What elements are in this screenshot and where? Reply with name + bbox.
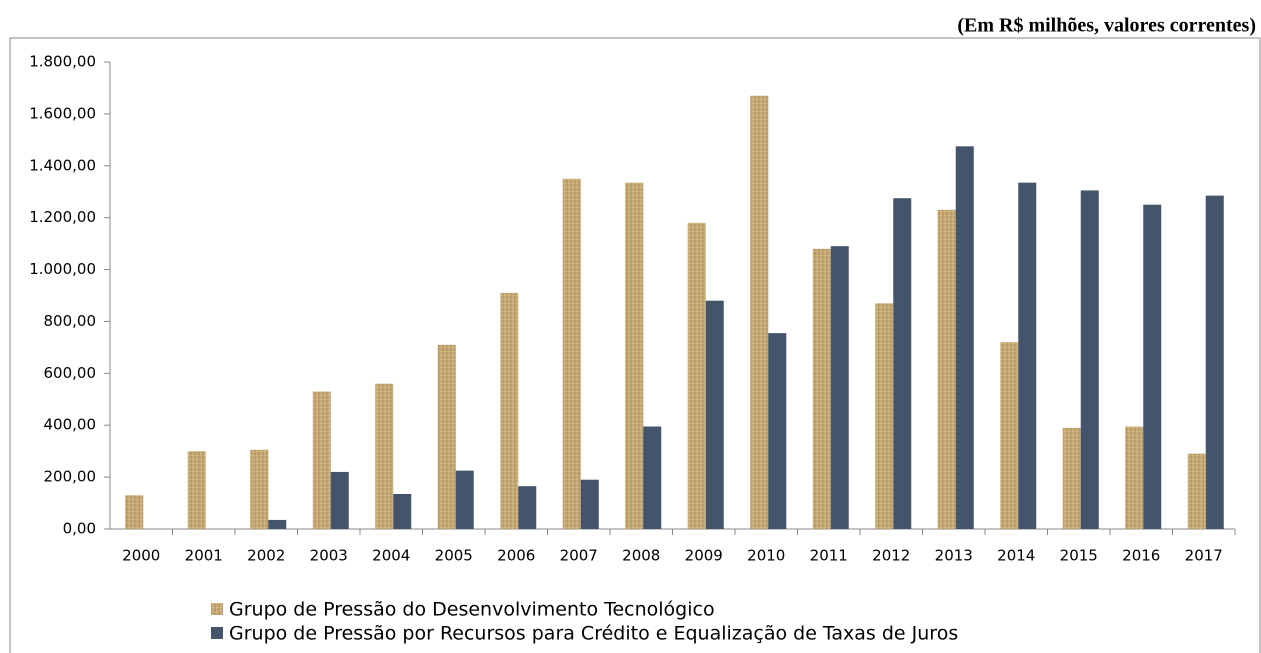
x-tick-label: 2003 [310,547,348,565]
bar [268,519,287,529]
bar-texture [875,303,894,529]
legend-label: Grupo de Pressão por Recursos para Crédi… [229,623,958,645]
x-tick-label: 2015 [1060,547,1098,565]
y-tick-label: 1.800,00 [29,53,96,71]
bar [1018,182,1037,529]
bar-texture [562,178,581,529]
x-tick-label: 2004 [372,547,410,565]
bar [830,246,849,529]
bar [1143,204,1162,529]
x-tick-label: 2011 [810,547,848,565]
y-tick-label: 600,00 [44,364,97,382]
bar-texture [812,248,831,530]
y-tick-label: 1.600,00 [29,104,96,122]
bar-texture [125,495,144,529]
bar-texture [437,344,456,529]
x-tick-label: 2007 [560,547,598,565]
chart-subtitle: (Em R$ milhões, valores correntes) [957,15,1256,37]
bar [1080,190,1099,530]
y-tick-label: 0,00 [63,520,96,538]
bar-texture [687,222,706,529]
y-tick-label: 1.000,00 [29,260,96,278]
x-tick-label: 2012 [872,547,910,565]
legend-swatch-texture [211,603,223,615]
bar-texture [937,209,956,529]
x-tick-label: 2009 [685,547,723,565]
bar [768,333,787,529]
bar [893,198,912,530]
bar [393,493,412,529]
bar-texture [500,292,519,529]
x-tick-label: 2014 [997,547,1035,565]
x-tick-label: 2017 [1185,547,1223,565]
bar [455,470,474,529]
bar-texture [187,451,206,529]
y-tick-label: 800,00 [44,312,97,330]
bar [1205,195,1224,529]
x-tick-label: 2006 [497,547,535,565]
x-tick-label: 2013 [935,547,973,565]
bar-texture [375,383,394,529]
x-tick-label: 2010 [747,547,785,565]
y-tick-label: 200,00 [44,468,97,486]
bar-texture [625,182,644,529]
y-tick-label: 1.200,00 [29,208,96,226]
x-tick-label: 2005 [435,547,473,565]
bar-texture [312,391,331,529]
bar-texture [750,95,769,529]
x-tick-label: 2008 [622,547,660,565]
bar [705,300,724,529]
bar-texture [1062,427,1081,529]
x-tick-label: 2016 [1122,547,1160,565]
bar [330,471,349,529]
legend-label: Grupo de Pressão do Desenvolvimento Tecn… [229,599,715,621]
bar-texture [1187,453,1206,529]
chart-frame [9,37,1261,653]
bar [518,486,537,529]
x-tick-label: 2000 [122,547,160,565]
bar [643,426,662,529]
y-tick-label: 1.400,00 [29,156,96,174]
x-tick-label: 2001 [185,547,223,565]
bar [955,146,974,529]
bar-texture [1000,342,1019,529]
bar [580,479,599,529]
bar-texture [250,449,269,529]
y-tick-label: 400,00 [44,416,97,434]
x-tick-label: 2002 [247,547,285,565]
legend-swatch [211,627,223,639]
bar-texture [1125,426,1144,529]
